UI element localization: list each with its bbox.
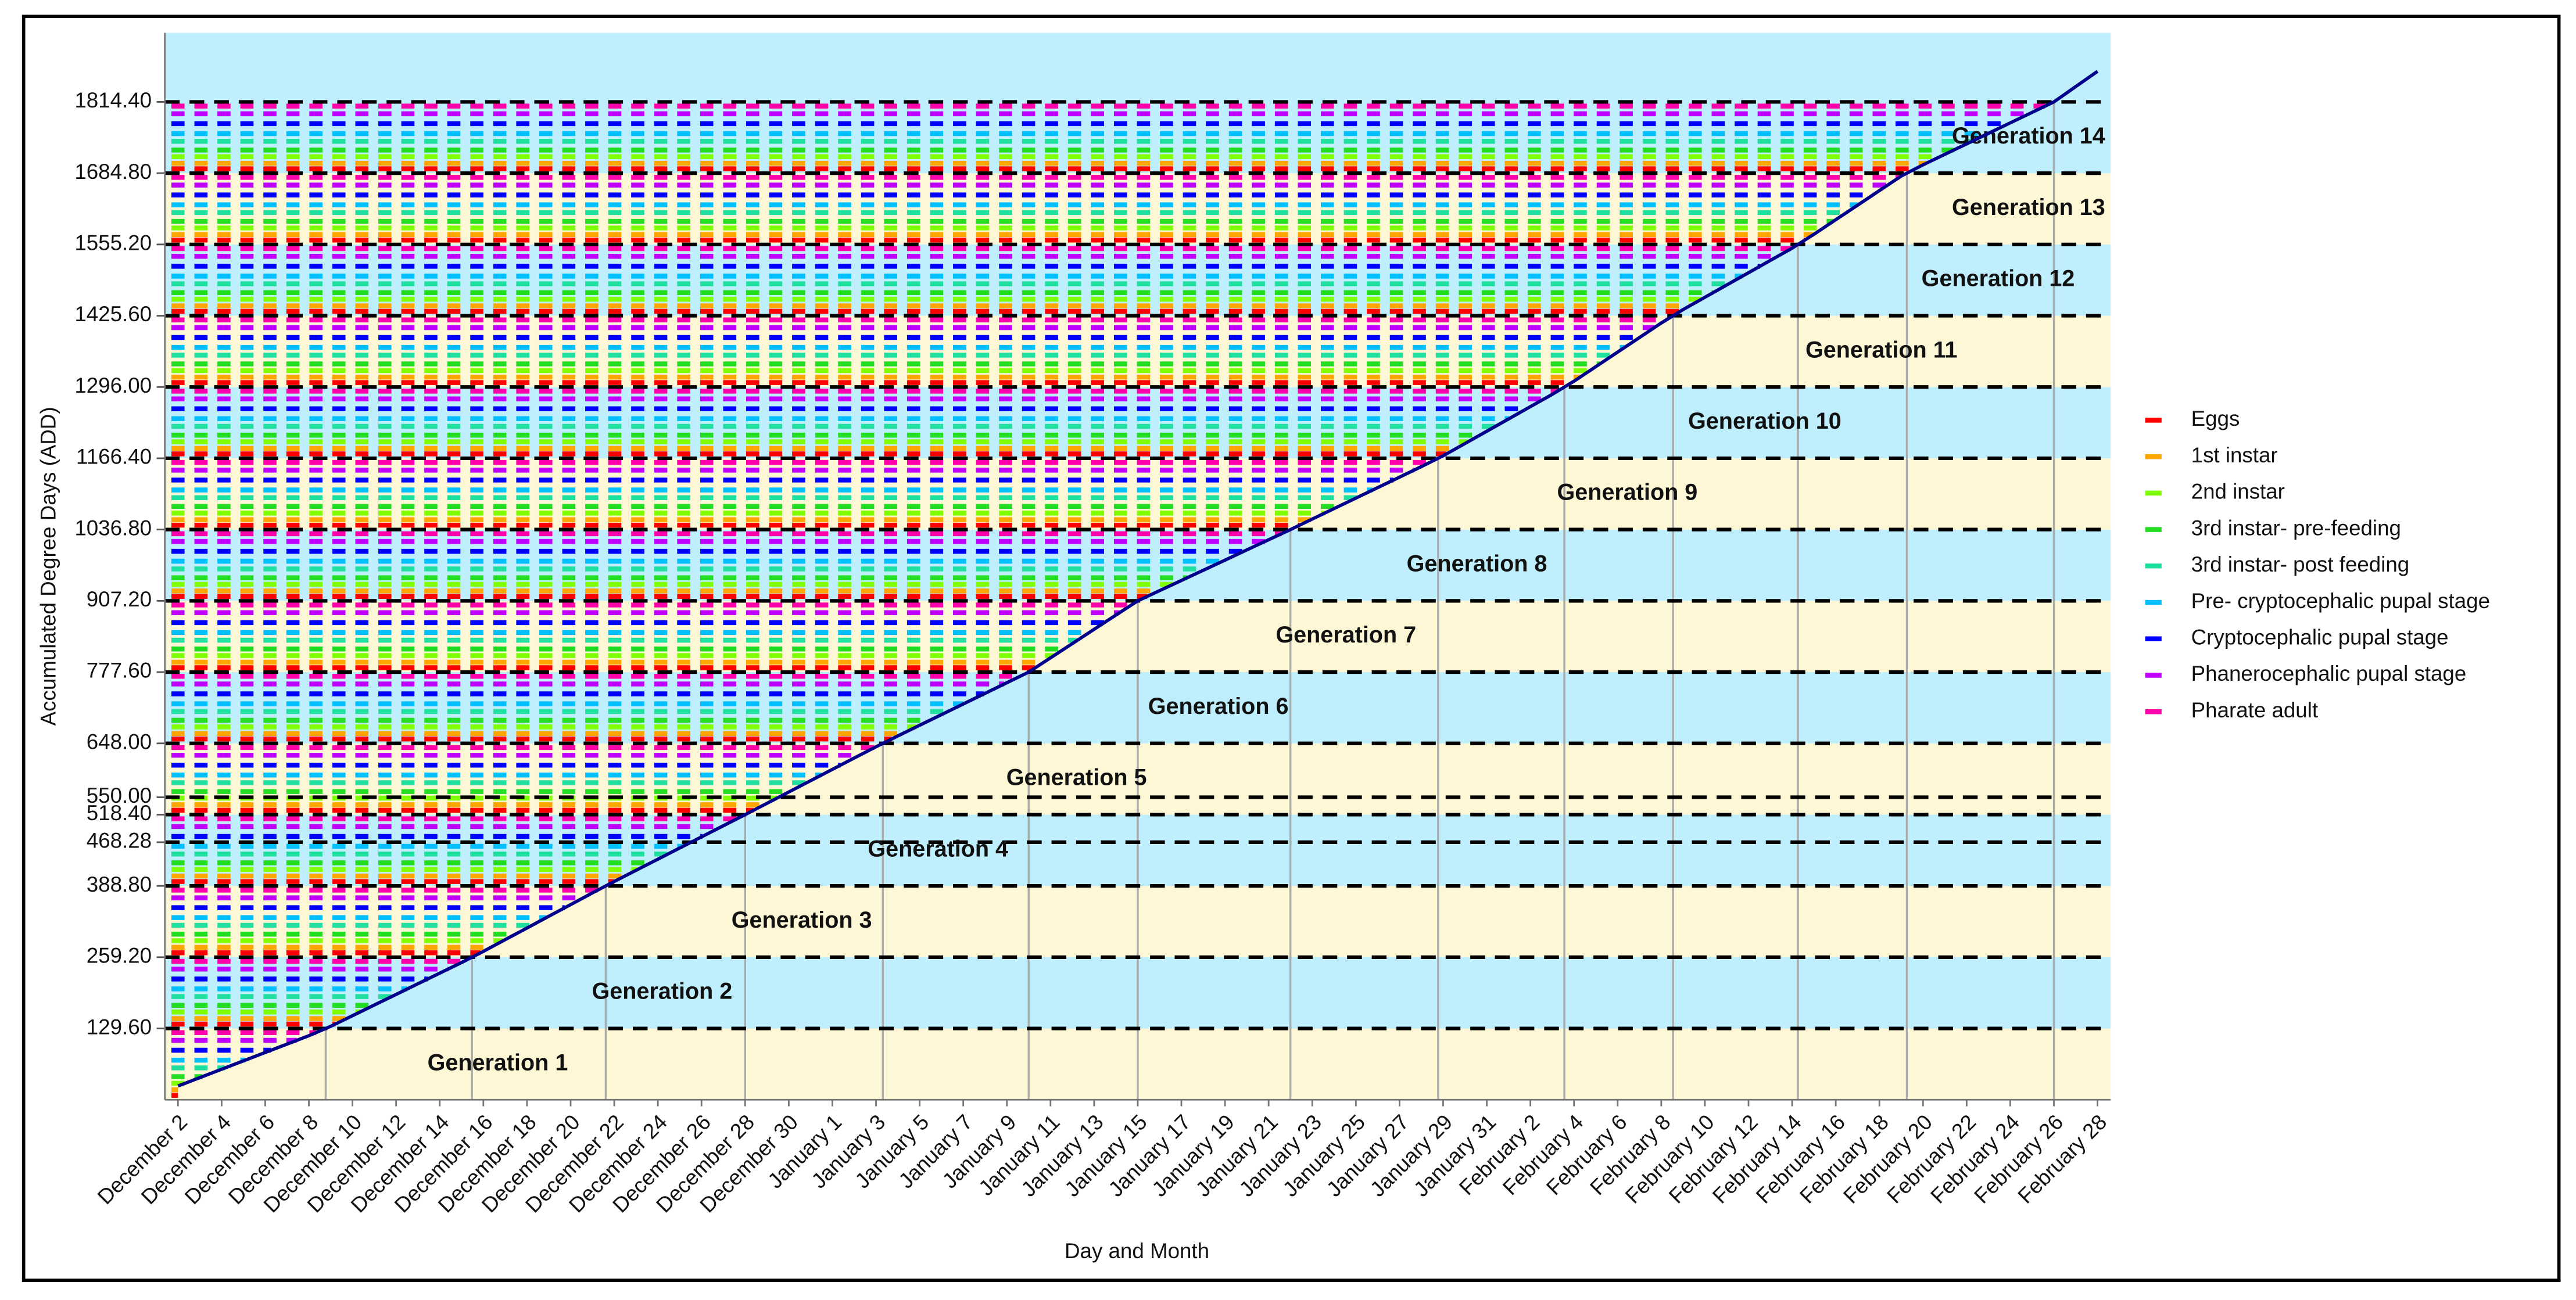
y-tick-label: 648.00 xyxy=(87,730,152,753)
x-axis-title: Day and Month xyxy=(1065,1239,1209,1263)
y-tick-label: 468.28 xyxy=(87,829,152,853)
y-tick-label: 129.60 xyxy=(87,1015,152,1039)
legend-label: Eggs xyxy=(2191,407,2240,430)
y-axis-title: Accumulated Degree Days (ADD) xyxy=(37,407,60,726)
legend-label: Pre- cryptocephalic pupal stage xyxy=(2191,589,2490,613)
generation-label: Generation 12 xyxy=(1922,266,2075,292)
y-tick-label: 907.20 xyxy=(87,587,152,611)
legend-label: 2nd instar xyxy=(2191,480,2285,504)
generation-label: Generation 5 xyxy=(1006,765,1147,791)
legend-label: Pharate adult xyxy=(2191,698,2318,722)
y-tick-label: 518.40 xyxy=(87,801,152,825)
legend-label: Cryptocephalic pupal stage xyxy=(2191,625,2449,649)
legend-label: Phanerocephalic pupal stage xyxy=(2191,662,2467,685)
y-tick-label: 1296.00 xyxy=(74,374,152,397)
legend-label: 3rd instar- post feeding xyxy=(2191,552,2410,576)
generation-label: Generation 9 xyxy=(1557,480,1698,505)
generation-label: Generation 3 xyxy=(732,907,872,933)
legend-label: 3rd instar- pre-feeding xyxy=(2191,516,2401,540)
generation-label: Generation 10 xyxy=(1688,408,1841,434)
generation-label: Generation 8 xyxy=(1407,551,1547,576)
y-tick-label: 1555.20 xyxy=(74,231,152,255)
generation-label: Generation 1 xyxy=(428,1050,568,1075)
y-tick-label: 1814.40 xyxy=(74,88,152,112)
legend-label: 1st instar xyxy=(2191,443,2278,467)
generation-label: Generation 7 xyxy=(1276,622,1416,648)
y-tick-label: 388.80 xyxy=(87,872,152,896)
y-tick-label: 1166.40 xyxy=(76,445,152,469)
y-tick-label: 259.20 xyxy=(87,944,152,968)
y-tick-label: 1036.80 xyxy=(74,516,152,540)
generation-label: Generation 4 xyxy=(868,836,1008,861)
y-tick-label: 1684.80 xyxy=(74,160,152,184)
y-tick-label: 550.00 xyxy=(87,784,152,807)
generation-label: Generation 2 xyxy=(592,979,733,1004)
generation-label: Generation 14 xyxy=(1952,123,2105,149)
generation-label: Generation 6 xyxy=(1148,694,1289,719)
y-tick-label: 1425.60 xyxy=(74,302,152,326)
generation-label: Generation 13 xyxy=(1952,195,2105,220)
add-line xyxy=(177,70,2099,1088)
y-tick-label: 777.60 xyxy=(87,659,152,683)
generation-label: Generation 11 xyxy=(1805,337,1958,362)
stage-rows xyxy=(171,103,2045,1098)
